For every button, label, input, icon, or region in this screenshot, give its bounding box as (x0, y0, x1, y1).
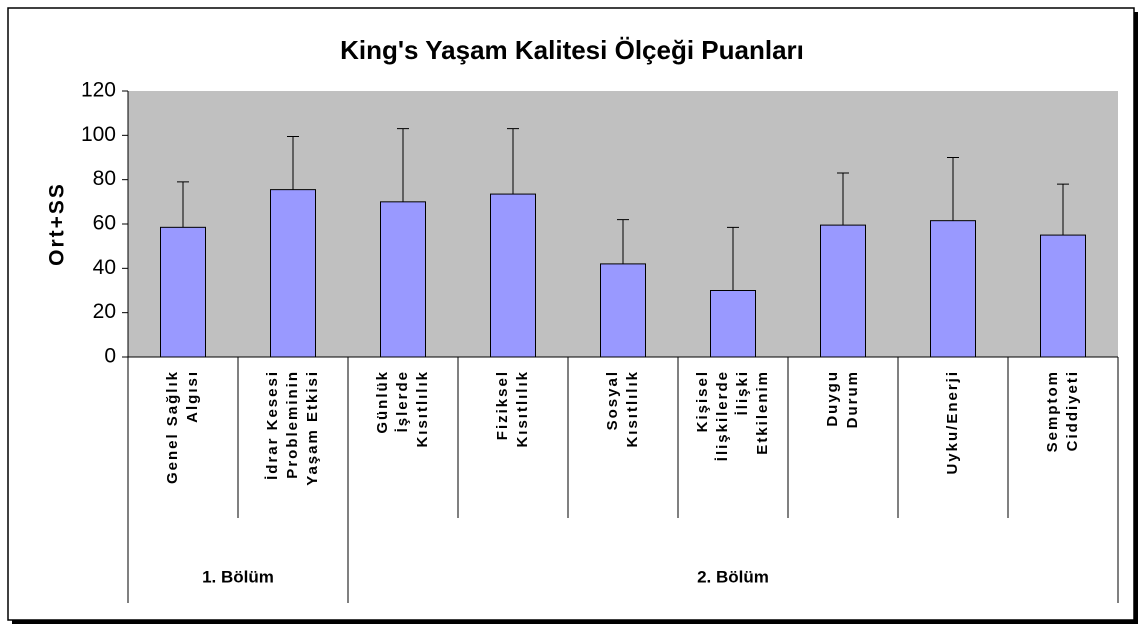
error-bar (727, 226, 739, 291)
x-tick-label: Duygu (824, 370, 841, 427)
y-axis-label: Ort+SS (46, 182, 69, 266)
error-bar (947, 157, 959, 221)
x-tick-label: Sosyal (604, 370, 621, 430)
x-tick-label: İlişki (734, 370, 751, 415)
x-tick-label: İdrar Kesesi (264, 370, 281, 480)
x-tick-label: Algısı (184, 370, 201, 423)
x-tick-label: Ciddiyeti (1064, 370, 1081, 451)
x-tick-label: Kısıtlılık (514, 370, 531, 448)
bar (270, 189, 316, 358)
chart-title: King's Yaşam Kalitesi Ölçeği Puanları (340, 35, 804, 65)
x-tick-label: Fiziksel (494, 370, 511, 440)
x-tick-label: Kısıtlılık (624, 370, 641, 448)
y-tick-label: 20 (93, 300, 116, 323)
bar (490, 193, 536, 358)
error-bar (397, 128, 409, 202)
bar (930, 220, 976, 358)
error-bar (1057, 183, 1069, 236)
bar (160, 226, 206, 358)
y-tick-label: 120 (81, 79, 116, 102)
y-tick-label: 0 (104, 345, 116, 368)
error-bar (177, 181, 189, 228)
bar (820, 224, 866, 358)
x-tick-label: İşlerde (394, 370, 411, 432)
x-tick-label: Genel Sağlık (164, 370, 181, 484)
bar (380, 201, 426, 358)
x-tick-label: Kişisel (694, 370, 711, 432)
x-tick-label: Günlük (374, 370, 391, 434)
bar (600, 263, 646, 358)
x-tick-label: Probleminin (284, 370, 301, 479)
x-tick-label: Yaşam Etkisi (304, 370, 321, 486)
x-tick-label: Durum (844, 370, 861, 428)
bar (1040, 234, 1086, 358)
x-tick-label: Semptom (1044, 370, 1061, 452)
x-tick-label: Kısıtlılık (414, 370, 431, 448)
group-label: 2. Bölüm (697, 567, 769, 586)
x-tick-label: İlişkilerde (714, 370, 731, 461)
bar (710, 290, 756, 358)
y-tick-label: 80 (93, 167, 116, 190)
error-bar (287, 135, 299, 190)
y-tick-label: 40 (93, 256, 116, 279)
y-tick-label: 100 (81, 123, 116, 146)
group-label: 1. Bölüm (202, 567, 274, 586)
error-bar (837, 172, 849, 226)
x-tick-label: Uyku/Enerji (944, 370, 961, 475)
x-tick-label: Etkilenim (754, 370, 771, 455)
error-bar (507, 128, 519, 195)
y-tick-label: 60 (93, 212, 116, 235)
error-bar (617, 219, 629, 264)
